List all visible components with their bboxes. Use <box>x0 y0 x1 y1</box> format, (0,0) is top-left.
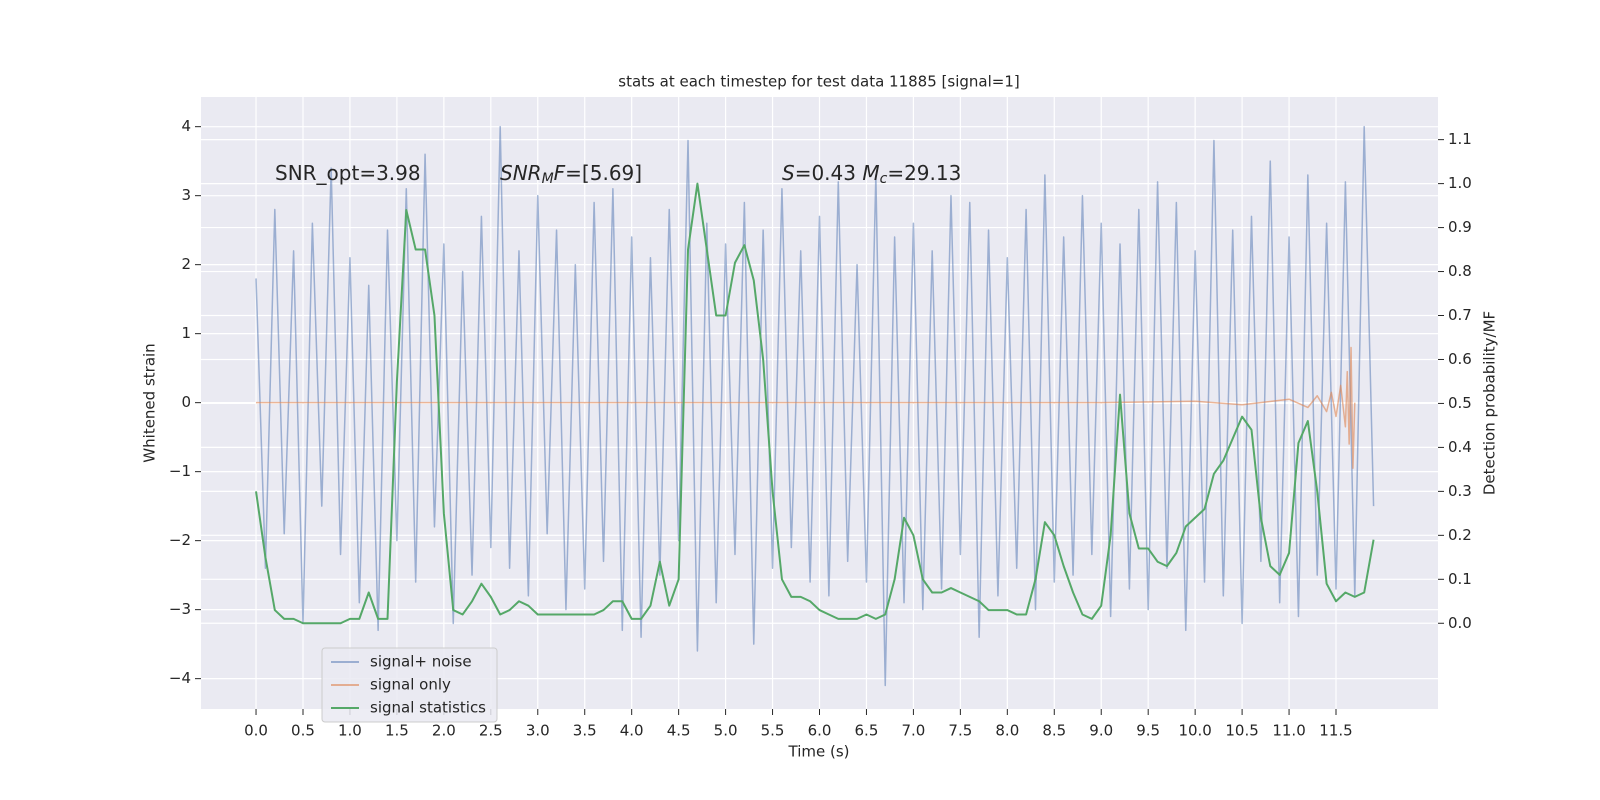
legend-label: signal statistics <box>370 699 486 717</box>
chart-title: stats at each timestep for test data 118… <box>618 73 1019 91</box>
y-tick-label: −4 <box>169 669 191 687</box>
y-tick-label: −2 <box>169 531 191 549</box>
x-tick-label: 8.5 <box>1042 722 1066 740</box>
y-tick-label: 4 <box>181 117 191 135</box>
y2-tick-label: 0.3 <box>1448 482 1472 500</box>
annotation-part: =[5.69] <box>565 161 642 185</box>
x-tick-label: 2.0 <box>432 722 456 740</box>
y-tick-label: 3 <box>181 186 191 204</box>
y2-tick-label: 0.9 <box>1448 218 1472 236</box>
x-tick-label: 5.5 <box>761 722 785 740</box>
x-tick-label: 10.5 <box>1225 722 1258 740</box>
x-tick-label: 1.0 <box>338 722 362 740</box>
annotation-part: F <box>554 161 566 185</box>
y2-tick-label: 0.2 <box>1448 526 1472 544</box>
x-tick-label: 4.0 <box>620 722 644 740</box>
y2-tick-label: 0.0 <box>1448 614 1472 632</box>
x-tick-label: 1.5 <box>385 722 409 740</box>
annotation: SNR_opt=3.98 <box>275 161 421 185</box>
annotation-part: S <box>782 161 795 185</box>
y2-tick-label: 0.7 <box>1448 306 1472 324</box>
annotation-part: =0.43 <box>795 161 863 185</box>
x-tick-label: 11.0 <box>1272 722 1305 740</box>
series-line <box>256 346 1356 469</box>
x-tick-label: 4.5 <box>667 722 691 740</box>
x-tick-label: 8.0 <box>995 722 1019 740</box>
annotation-part: =29.13 <box>887 161 961 185</box>
y2-tick-label: 1.0 <box>1448 174 1472 192</box>
x-tick-label: 11.5 <box>1319 722 1352 740</box>
annotation: SNRMF=[5.69] <box>500 161 642 188</box>
x-tick-label: 0.0 <box>244 722 268 740</box>
x-tick-label: 5.0 <box>714 722 738 740</box>
x-tick-label: 6.0 <box>808 722 832 740</box>
legend-label: signal only <box>370 676 451 694</box>
x-tick-label: 3.5 <box>573 722 597 740</box>
x-tick-label: 6.5 <box>855 722 879 740</box>
annotation-part: M <box>542 171 554 187</box>
x-tick-label: 3.0 <box>526 722 550 740</box>
annotation-part: SNR_opt=3.98 <box>275 161 421 185</box>
y2-tick-label: 0.8 <box>1448 262 1472 280</box>
y2-axis-label: Detection probability/MF <box>1481 311 1499 495</box>
annotation-part: M <box>862 161 879 185</box>
annotation-part: SNR <box>500 161 542 185</box>
annotation: S=0.43 Mc=29.13 <box>782 161 961 188</box>
x-tick-label: 0.5 <box>291 722 315 740</box>
x-tick-label: 7.5 <box>948 722 972 740</box>
legend-label: signal+ noise <box>370 653 472 671</box>
series-line <box>255 182 1375 625</box>
legend-box <box>321 647 498 723</box>
y2-tick-label: 0.5 <box>1448 394 1472 412</box>
y-tick-label: 2 <box>181 255 191 273</box>
y-tick-label: −3 <box>169 600 191 618</box>
series-line <box>255 125 1375 687</box>
y-axis-label: Whitened strain <box>141 343 159 462</box>
y2-tick-label: 0.6 <box>1448 350 1472 368</box>
y2-tick-label: 1.1 <box>1448 130 1472 148</box>
y-tick-label: −1 <box>169 462 191 480</box>
annotation-part: c <box>880 171 888 187</box>
x-tick-label: 10.0 <box>1178 722 1211 740</box>
y2-tick-label: 0.4 <box>1448 438 1472 456</box>
x-tick-label: 9.0 <box>1089 722 1113 740</box>
x-tick-label: 2.5 <box>479 722 503 740</box>
y2-tick-label: 0.1 <box>1448 570 1472 588</box>
x-axis-label: Time (s) <box>788 743 850 761</box>
y-tick-label: 1 <box>181 324 191 342</box>
y-tick-label: 0 <box>181 393 191 411</box>
x-tick-label: 7.0 <box>901 722 925 740</box>
x-tick-label: 9.5 <box>1136 722 1160 740</box>
